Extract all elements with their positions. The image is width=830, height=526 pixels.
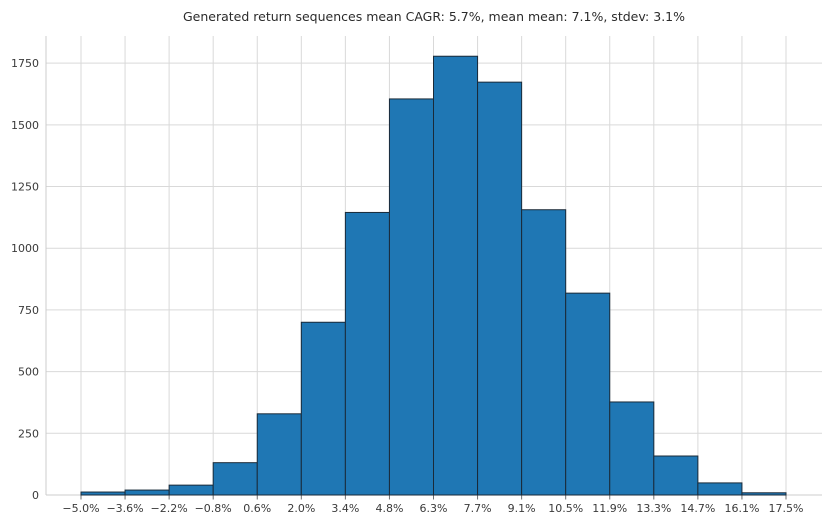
x-tick-label: 6.3%	[420, 502, 448, 515]
x-tick-label: 16.1%	[724, 502, 759, 515]
histogram-bar	[344, 211, 390, 496]
x-tick-label: 17.5%	[769, 502, 804, 515]
x-tick-label: 4.8%	[375, 502, 403, 515]
axis-labels: 0 250 500 750 1000 1250 1500 1750 −5.0% −3.6% −2.2…	[11, 57, 803, 515]
y-tick-label: 250	[18, 427, 39, 440]
histogram-bar	[433, 55, 479, 496]
x-tick-label: 0.6%	[243, 502, 271, 515]
y-tick-label: 1250	[11, 181, 39, 194]
histogram-bar	[741, 492, 787, 496]
histogram-bar	[477, 81, 523, 496]
histogram-bar	[124, 489, 170, 496]
histogram-bar	[697, 482, 743, 496]
x-tick-label: −2.2%	[151, 502, 188, 515]
chart-title: Generated return sequences mean CAGR: 5.…	[183, 9, 685, 24]
y-tick-label: 1500	[11, 119, 39, 132]
histogram-bar	[168, 484, 214, 496]
x-tick-label: 9.1%	[508, 502, 536, 515]
histogram-bar	[653, 455, 699, 496]
histogram-bars	[80, 55, 787, 496]
y-tick-label: 1750	[11, 57, 39, 70]
x-tick-label: 2.0%	[287, 502, 315, 515]
x-tick-label: −3.6%	[106, 502, 143, 515]
x-tick-label: 11.9%	[592, 502, 627, 515]
x-tick-label: 10.5%	[548, 502, 583, 515]
x-tick-label: −5.0%	[62, 502, 99, 515]
y-tick-label: 750	[18, 304, 39, 317]
y-tick-label: 1000	[11, 242, 39, 255]
histogram-bar	[300, 321, 346, 496]
tick-marks	[80, 495, 787, 500]
histogram-bar	[256, 413, 302, 496]
x-tick-label: 7.7%	[464, 502, 492, 515]
histogram-bar	[80, 491, 126, 496]
histogram-bar	[521, 209, 567, 496]
histogram-bar	[388, 98, 434, 496]
y-tick-label: 0	[32, 489, 39, 502]
histogram-bar	[565, 292, 611, 496]
histogram-bar	[609, 401, 655, 496]
x-tick-label: 13.3%	[636, 502, 671, 515]
x-tick-label: 3.4%	[331, 502, 359, 515]
x-tick-label: −0.8%	[195, 502, 232, 515]
histogram-bar	[212, 462, 258, 496]
y-tick-label: 500	[18, 366, 39, 379]
x-tick-label: 14.7%	[680, 502, 715, 515]
